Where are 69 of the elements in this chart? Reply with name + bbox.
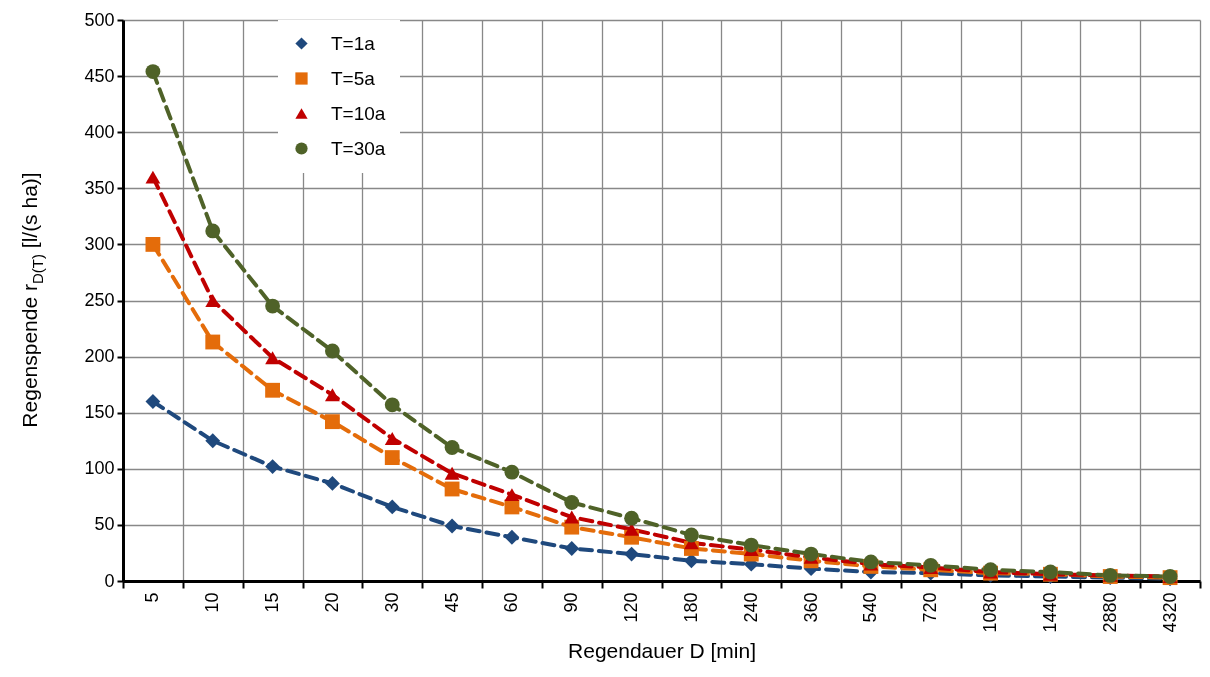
legend-label: T=5a [331, 67, 376, 89]
x-tick-label: 15 [262, 592, 283, 613]
point [384, 450, 400, 465]
x-tick-label: 4320 [1159, 592, 1180, 633]
point [564, 541, 580, 556]
legend-label: T=10a [331, 102, 386, 124]
point [325, 414, 340, 430]
point [205, 433, 221, 449]
point [265, 351, 280, 365]
point [444, 440, 460, 455]
point [684, 553, 699, 569]
y-tick-label: 400 [84, 121, 115, 142]
y-tick-label: 500 [84, 9, 115, 30]
x-tick-label: 180 [680, 592, 701, 623]
x-tick-label: 10 [202, 592, 223, 613]
point [504, 488, 520, 502]
y-tick-label: 0 [104, 570, 115, 591]
y-tick-label: 100 [84, 458, 115, 479]
point [504, 464, 520, 480]
point [684, 527, 699, 543]
point [444, 466, 460, 480]
point [265, 382, 280, 398]
point [325, 388, 340, 402]
x-tick-label: 2880 [1099, 592, 1120, 633]
point [265, 298, 280, 314]
point [564, 510, 580, 524]
x-tick-label: 60 [501, 592, 522, 613]
point [205, 223, 221, 239]
point [384, 397, 400, 413]
legend-label: T=30a [331, 137, 386, 159]
point [743, 537, 759, 553]
x-tick-label: 90 [561, 592, 582, 613]
point [145, 394, 161, 409]
x-tick-label: 1080 [980, 592, 1001, 633]
point [145, 236, 161, 252]
point [325, 475, 340, 491]
y-tick-label: 50 [94, 514, 115, 535]
x-tick-label: 5 [142, 592, 163, 603]
y-tick-label: 200 [84, 346, 115, 367]
point [145, 64, 161, 80]
x-tick-label: 30 [381, 592, 402, 613]
point [205, 334, 221, 350]
point [384, 499, 400, 515]
x-tick-label: 45 [441, 592, 462, 613]
y-tick-label: 150 [84, 402, 115, 423]
y-tick-label: 350 [84, 177, 115, 198]
x-tick-label: 240 [740, 592, 761, 623]
x-tick-label: 360 [800, 592, 821, 623]
x-axis-title: Regendauer D [min] [568, 638, 756, 662]
point [624, 546, 639, 562]
point [803, 546, 819, 562]
point [504, 529, 520, 545]
point [325, 343, 340, 359]
x-tick-label: 1440 [1039, 592, 1060, 633]
point [564, 495, 580, 510]
point [624, 510, 639, 526]
x-tick-label: 20 [321, 592, 342, 613]
y-tick-label: 250 [84, 290, 115, 310]
point [205, 294, 221, 307]
point [265, 459, 280, 474]
x-tick-label: 540 [860, 592, 881, 623]
legend-label: T=1a [331, 32, 376, 54]
y-tick-label: 300 [84, 233, 115, 254]
point [384, 432, 400, 445]
point [444, 518, 460, 534]
x-tick-label: 720 [920, 592, 941, 623]
point [145, 170, 161, 184]
y-tick-label: 450 [84, 65, 115, 86]
x-tick-label: 120 [621, 592, 642, 623]
